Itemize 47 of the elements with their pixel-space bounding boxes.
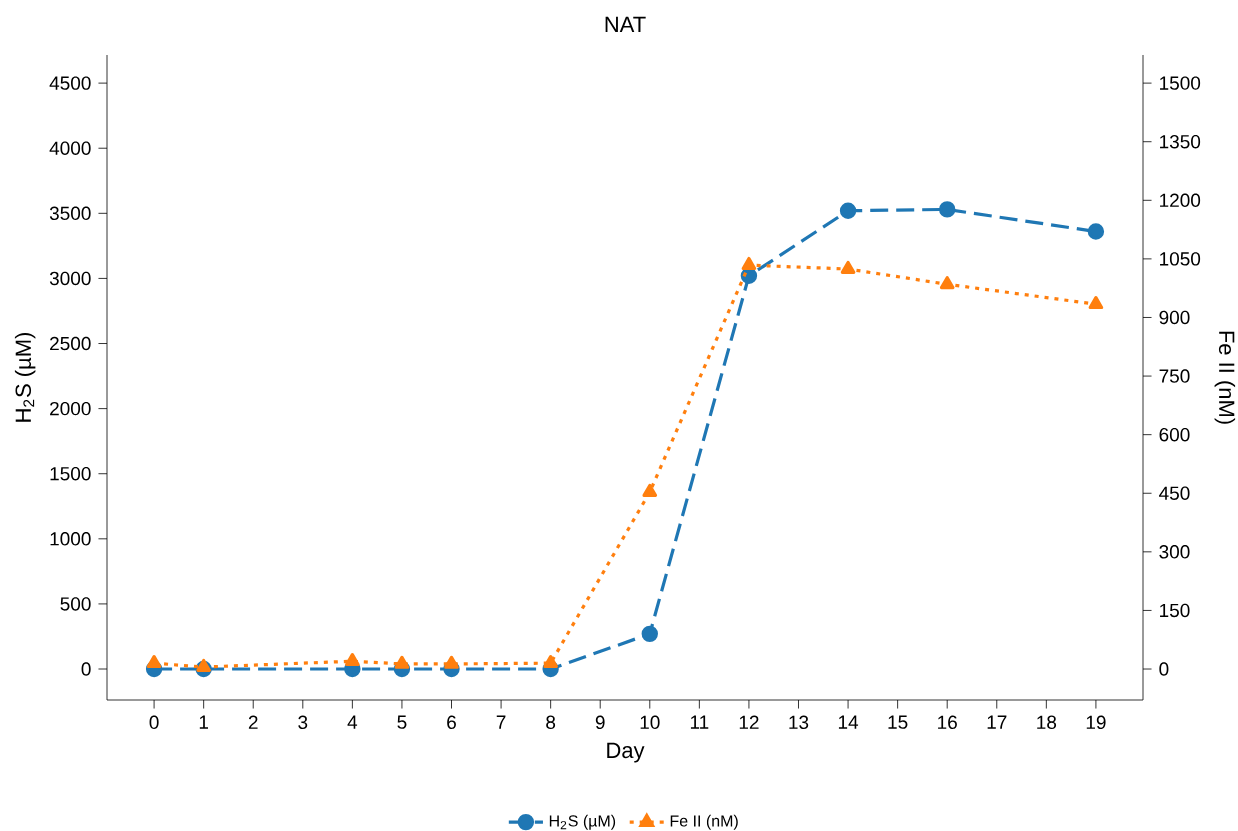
x-tick-label: 0 — [149, 715, 159, 730]
y-tick-label: 2000 — [50, 401, 91, 416]
legend-label: Fe II (nM) — [670, 814, 738, 830]
y2-axis-title: Fe II (nM) — [1214, 331, 1236, 424]
y2-tick-label: 900 — [1159, 310, 1190, 325]
x-tick-label: 19 — [1086, 715, 1106, 730]
y2-tick-label: 0 — [1159, 662, 1169, 676]
y2-tick-label: 1200 — [1160, 193, 1201, 208]
x-tick-label: 14 — [838, 715, 859, 729]
x-tick-label: 4 — [347, 715, 358, 729]
x-tick-label: 17 — [987, 715, 1007, 729]
y-tick-label: 2500 — [50, 336, 91, 351]
x-tick-label: 7 — [496, 715, 506, 729]
x-tick-label: 16 — [938, 715, 957, 730]
x-tick-label: 18 — [1037, 715, 1057, 730]
y-tick-label: 1000 — [50, 532, 91, 546]
x-tick-label: 1 — [199, 715, 209, 729]
x-tick-label: 9 — [595, 715, 605, 730]
x-tick-label: 6 — [447, 715, 456, 730]
x-tick-label: 15 — [888, 715, 908, 729]
legend-label: H$_{2}$S (µM) — [549, 814, 616, 830]
y-tick-label: 4000 — [49, 141, 91, 155]
x-tick-label: 13 — [789, 715, 809, 730]
y-tick-label: 500 — [60, 597, 91, 611]
y-tick-label: 3500 — [49, 206, 91, 221]
y-tick-label: 4500 — [49, 76, 91, 90]
x-tick-label: 10 — [640, 715, 660, 730]
y-tick-label: 0 — [81, 662, 91, 676]
y2-tick-label: 450 — [1159, 486, 1190, 500]
y2-tick-label: 600 — [1159, 427, 1190, 442]
y2-tick-label: 1050 — [1160, 252, 1201, 266]
y2-tick-label: 1350 — [1160, 134, 1201, 149]
y-tick-label: 1500 — [50, 466, 91, 481]
x-tick-label: 2 — [248, 715, 258, 729]
x-tick-label: 8 — [546, 715, 556, 730]
y2-tick-label: 750 — [1159, 369, 1190, 383]
chart-title: NAT — [605, 16, 646, 32]
x-axis-title: Day — [607, 742, 645, 763]
x-tick-label: 12 — [739, 715, 759, 729]
x-tick-label: 3 — [298, 715, 308, 730]
y-axis-title: H$_{2}$S (µM) — [14, 332, 36, 422]
y-tick-label: 3000 — [49, 271, 91, 286]
y2-tick-label: 1500 — [1160, 76, 1201, 90]
x-tick-label: 5 — [397, 715, 407, 729]
x-tick-label: 11 — [690, 715, 709, 729]
y2-tick-label: 150 — [1160, 603, 1190, 618]
y2-tick-label: 300 — [1159, 545, 1190, 559]
